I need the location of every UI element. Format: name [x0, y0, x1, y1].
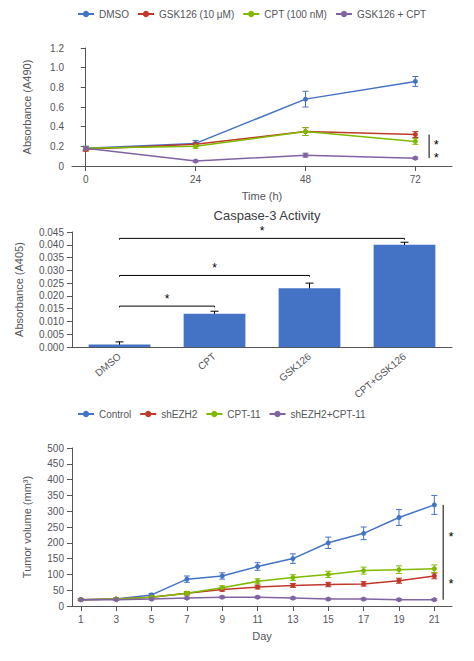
svg-text:CPT (100 nM): CPT (100 nM) — [264, 9, 327, 20]
svg-text:0.025: 0.025 — [39, 278, 64, 289]
svg-text:1.0: 1.0 — [50, 62, 64, 73]
svg-text:50: 50 — [53, 585, 65, 596]
svg-text:19: 19 — [393, 614, 405, 625]
svg-text:Control: Control — [99, 409, 131, 420]
svg-text:GSK126: GSK126 — [277, 351, 313, 384]
svg-text:72: 72 — [410, 174, 422, 185]
svg-text:11: 11 — [252, 614, 263, 625]
svg-text:0.8: 0.8 — [50, 82, 64, 93]
svg-text:3: 3 — [113, 614, 119, 625]
svg-text:0.015: 0.015 — [39, 303, 64, 314]
svg-text:150: 150 — [47, 553, 64, 564]
svg-text:13: 13 — [287, 614, 299, 625]
svg-text:GSK126 (10 μM): GSK126 (10 μM) — [159, 9, 234, 20]
svg-text:*: * — [260, 224, 265, 238]
svg-text:17: 17 — [358, 614, 370, 625]
svg-text:Time (h): Time (h) — [242, 190, 283, 202]
svg-text:0.005: 0.005 — [39, 329, 64, 340]
svg-text:*: * — [448, 576, 453, 591]
svg-text:CPT+GSK126: CPT+GSK126 — [352, 351, 408, 401]
svg-text:CPT-11: CPT-11 — [227, 409, 261, 420]
svg-text:Day: Day — [252, 630, 272, 642]
svg-text:*: * — [448, 529, 453, 544]
svg-text:0.010: 0.010 — [39, 316, 64, 327]
svg-text:DMSO: DMSO — [93, 351, 123, 379]
svg-text:0.000: 0.000 — [39, 342, 64, 353]
svg-text:shEZH2+CPT-11: shEZH2+CPT-11 — [291, 409, 367, 420]
svg-text:0.2: 0.2 — [50, 141, 64, 152]
svg-text:15: 15 — [323, 614, 335, 625]
svg-text:250: 250 — [47, 522, 64, 533]
svg-text:*: * — [165, 292, 170, 306]
svg-text:0.6: 0.6 — [50, 102, 64, 113]
svg-text:Absorbance (A490): Absorbance (A490) — [21, 60, 33, 155]
svg-text:1: 1 — [78, 614, 84, 625]
svg-text:350: 350 — [47, 490, 64, 501]
svg-text:Absorbance (A405): Absorbance (A405) — [13, 242, 25, 337]
svg-text:0: 0 — [58, 601, 64, 612]
svg-text:0.020: 0.020 — [39, 290, 64, 301]
svg-text:0.035: 0.035 — [39, 252, 64, 263]
svg-text:DMSO: DMSO — [99, 9, 129, 20]
svg-text:450: 450 — [47, 458, 64, 469]
svg-text:9: 9 — [219, 614, 225, 625]
svg-text:1.2: 1.2 — [50, 43, 64, 54]
svg-text:Caspase-3 Activity: Caspase-3 Activity — [214, 208, 321, 223]
svg-text:0.045: 0.045 — [39, 227, 64, 238]
svg-text:0: 0 — [58, 161, 64, 172]
svg-text:0.040: 0.040 — [39, 239, 64, 250]
svg-text:CPT: CPT — [196, 351, 218, 372]
svg-text:7: 7 — [184, 614, 190, 625]
svg-text:24: 24 — [190, 174, 202, 185]
svg-text:400: 400 — [47, 474, 64, 485]
svg-text:5: 5 — [149, 614, 155, 625]
svg-text:48: 48 — [300, 174, 312, 185]
svg-text:Tumor volume (mm³): Tumor volume (mm³) — [21, 476, 33, 578]
svg-text:0: 0 — [83, 174, 89, 185]
svg-text:500: 500 — [47, 443, 64, 454]
svg-text:0.030: 0.030 — [39, 265, 64, 276]
svg-text:*: * — [212, 261, 217, 275]
svg-text:shEZH2: shEZH2 — [161, 409, 198, 420]
svg-text:200: 200 — [47, 537, 64, 548]
svg-text:GSK126 + CPT: GSK126 + CPT — [357, 9, 426, 20]
svg-text:300: 300 — [47, 506, 64, 517]
svg-text:0.4: 0.4 — [50, 121, 64, 132]
svg-text:*: * — [434, 150, 439, 165]
svg-text:100: 100 — [47, 569, 64, 580]
svg-text:21: 21 — [429, 614, 441, 625]
